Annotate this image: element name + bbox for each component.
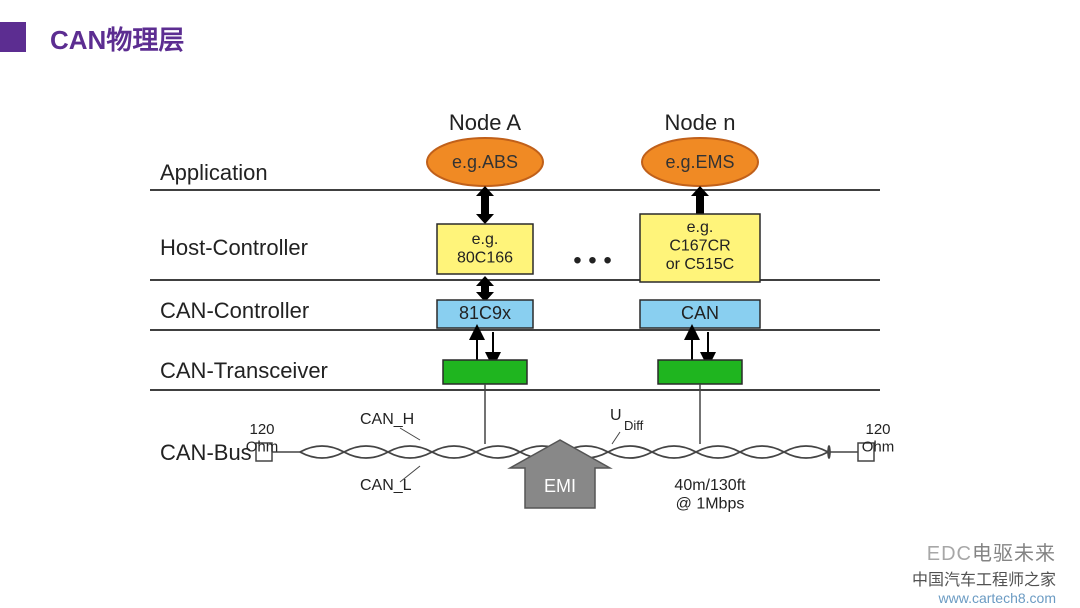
svg-text:Host-Controller: Host-Controller — [160, 235, 308, 260]
svg-text:81C9x: 81C9x — [459, 303, 511, 323]
svg-text:CAN_L: CAN_L — [360, 477, 412, 494]
svg-text:120Ohm: 120Ohm — [862, 421, 895, 455]
svg-text:e.g.ABS: e.g.ABS — [452, 152, 518, 172]
svg-text:Diff: Diff — [624, 418, 644, 433]
svg-text:EMI: EMI — [544, 476, 576, 496]
svg-text:CAN: CAN — [681, 303, 719, 323]
svg-text:40m/130ft@ 1Mbps: 40m/130ft@ 1Mbps — [674, 477, 746, 512]
svg-text:U: U — [610, 407, 622, 424]
svg-text:CAN-Controller: CAN-Controller — [160, 298, 309, 323]
watermark-engineer: 中国汽车工程师之家 — [912, 566, 1056, 590]
watermark-url: www.cartech8.com — [939, 590, 1056, 606]
svg-text:CAN_H: CAN_H — [360, 411, 414, 428]
svg-text:Node n: Node n — [665, 110, 736, 135]
svg-text:CAN-Bus: CAN-Bus — [160, 440, 252, 465]
svg-text:Node A: Node A — [449, 110, 521, 135]
watermark-edc: EDC电驱未来 — [927, 537, 1056, 566]
svg-text:• • •: • • • — [573, 247, 612, 274]
svg-text:CAN-Transceiver: CAN-Transceiver — [160, 358, 328, 383]
svg-text:120Ohm: 120Ohm — [246, 421, 279, 455]
svg-text:Application: Application — [160, 160, 268, 185]
svg-text:e.g.EMS: e.g.EMS — [665, 152, 734, 172]
can-physical-layer-diagram: Application Host-Controller CAN-Controller… — [0, 0, 1080, 608]
